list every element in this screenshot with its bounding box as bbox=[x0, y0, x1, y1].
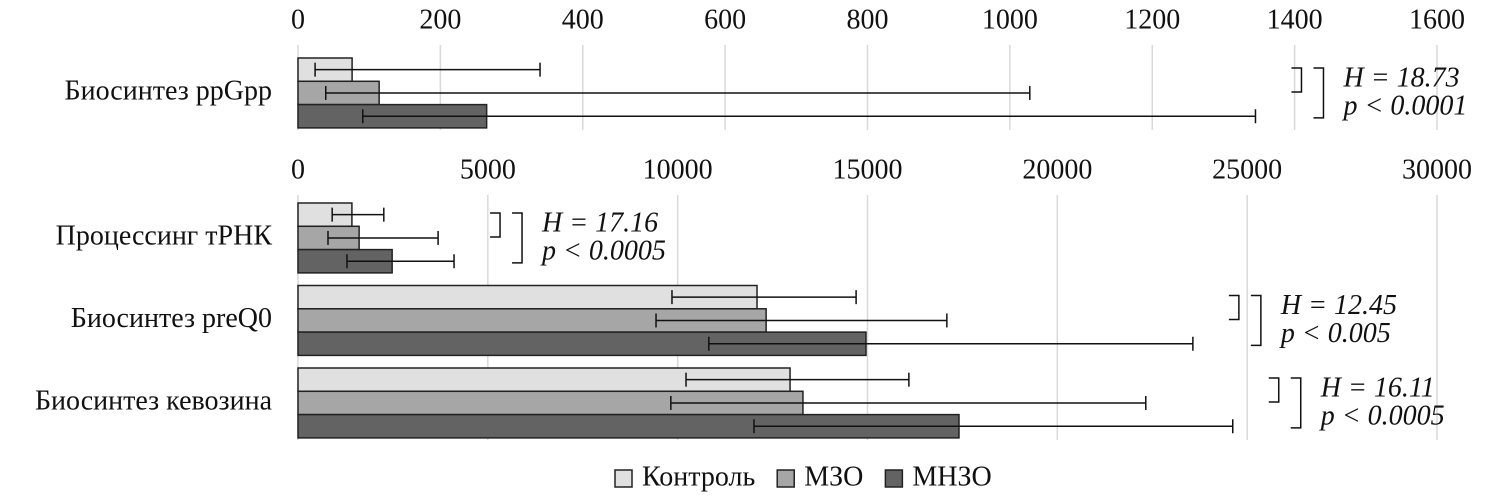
x-tick-label: 1000 bbox=[982, 4, 1038, 35]
x-tick-label: 25000 bbox=[1212, 154, 1282, 185]
category-label: Биосинтез preQ0 bbox=[71, 303, 272, 334]
annotation: H = 12.45 bbox=[1280, 290, 1397, 321]
annotation: p < 0.0005 bbox=[540, 235, 666, 266]
bracket bbox=[490, 212, 501, 238]
x-tick-label: 1600 bbox=[1409, 4, 1465, 35]
category-label: Биосинтез ppGpp bbox=[65, 75, 272, 106]
legend-label: МНЗО bbox=[912, 461, 991, 492]
x-tick-label: 600 bbox=[704, 4, 746, 35]
annotation: p < 0.0001 bbox=[1341, 90, 1467, 121]
annotation: H = 16.11 bbox=[1320, 372, 1435, 403]
bracket bbox=[1313, 67, 1325, 119]
x-tick-label: 5000 bbox=[460, 154, 516, 185]
legend-swatch bbox=[884, 469, 904, 488]
bracket bbox=[1228, 294, 1240, 321]
x-tick-label: 0 bbox=[291, 154, 305, 185]
x-tick-label: 800 bbox=[847, 4, 889, 35]
x-tick-label: 0 bbox=[291, 4, 305, 35]
category-label: Биосинтез кевозина bbox=[35, 385, 273, 416]
annotation: p < 0.0005 bbox=[1319, 400, 1445, 431]
x-tick-label: 1400 bbox=[1267, 4, 1323, 35]
x-tick-label: 200 bbox=[419, 4, 461, 35]
x-tick-label: 15000 bbox=[833, 154, 903, 185]
bracket bbox=[1290, 377, 1302, 429]
legend-label: Контроль bbox=[642, 461, 755, 492]
legend-swatch bbox=[614, 469, 633, 488]
x-tick-label: 400 bbox=[562, 4, 604, 35]
annotation: p < 0.005 bbox=[1279, 318, 1391, 349]
annotation: H = 17.16 bbox=[541, 207, 658, 238]
annotation: H = 18.73 bbox=[1342, 62, 1459, 93]
x-tick-label: 1200 bbox=[1124, 4, 1180, 35]
legend-swatch bbox=[776, 469, 795, 488]
bracket bbox=[1268, 377, 1280, 403]
category-label: Процессинг тРНК bbox=[56, 220, 273, 251]
x-tick-label: 30000 bbox=[1402, 154, 1472, 185]
x-tick-label: 10000 bbox=[643, 154, 713, 185]
bracket bbox=[1250, 294, 1262, 347]
legend-label: МЗО bbox=[804, 461, 863, 492]
bracket bbox=[1291, 67, 1303, 93]
x-tick-label: 20000 bbox=[1022, 154, 1092, 185]
bracket bbox=[512, 212, 523, 264]
